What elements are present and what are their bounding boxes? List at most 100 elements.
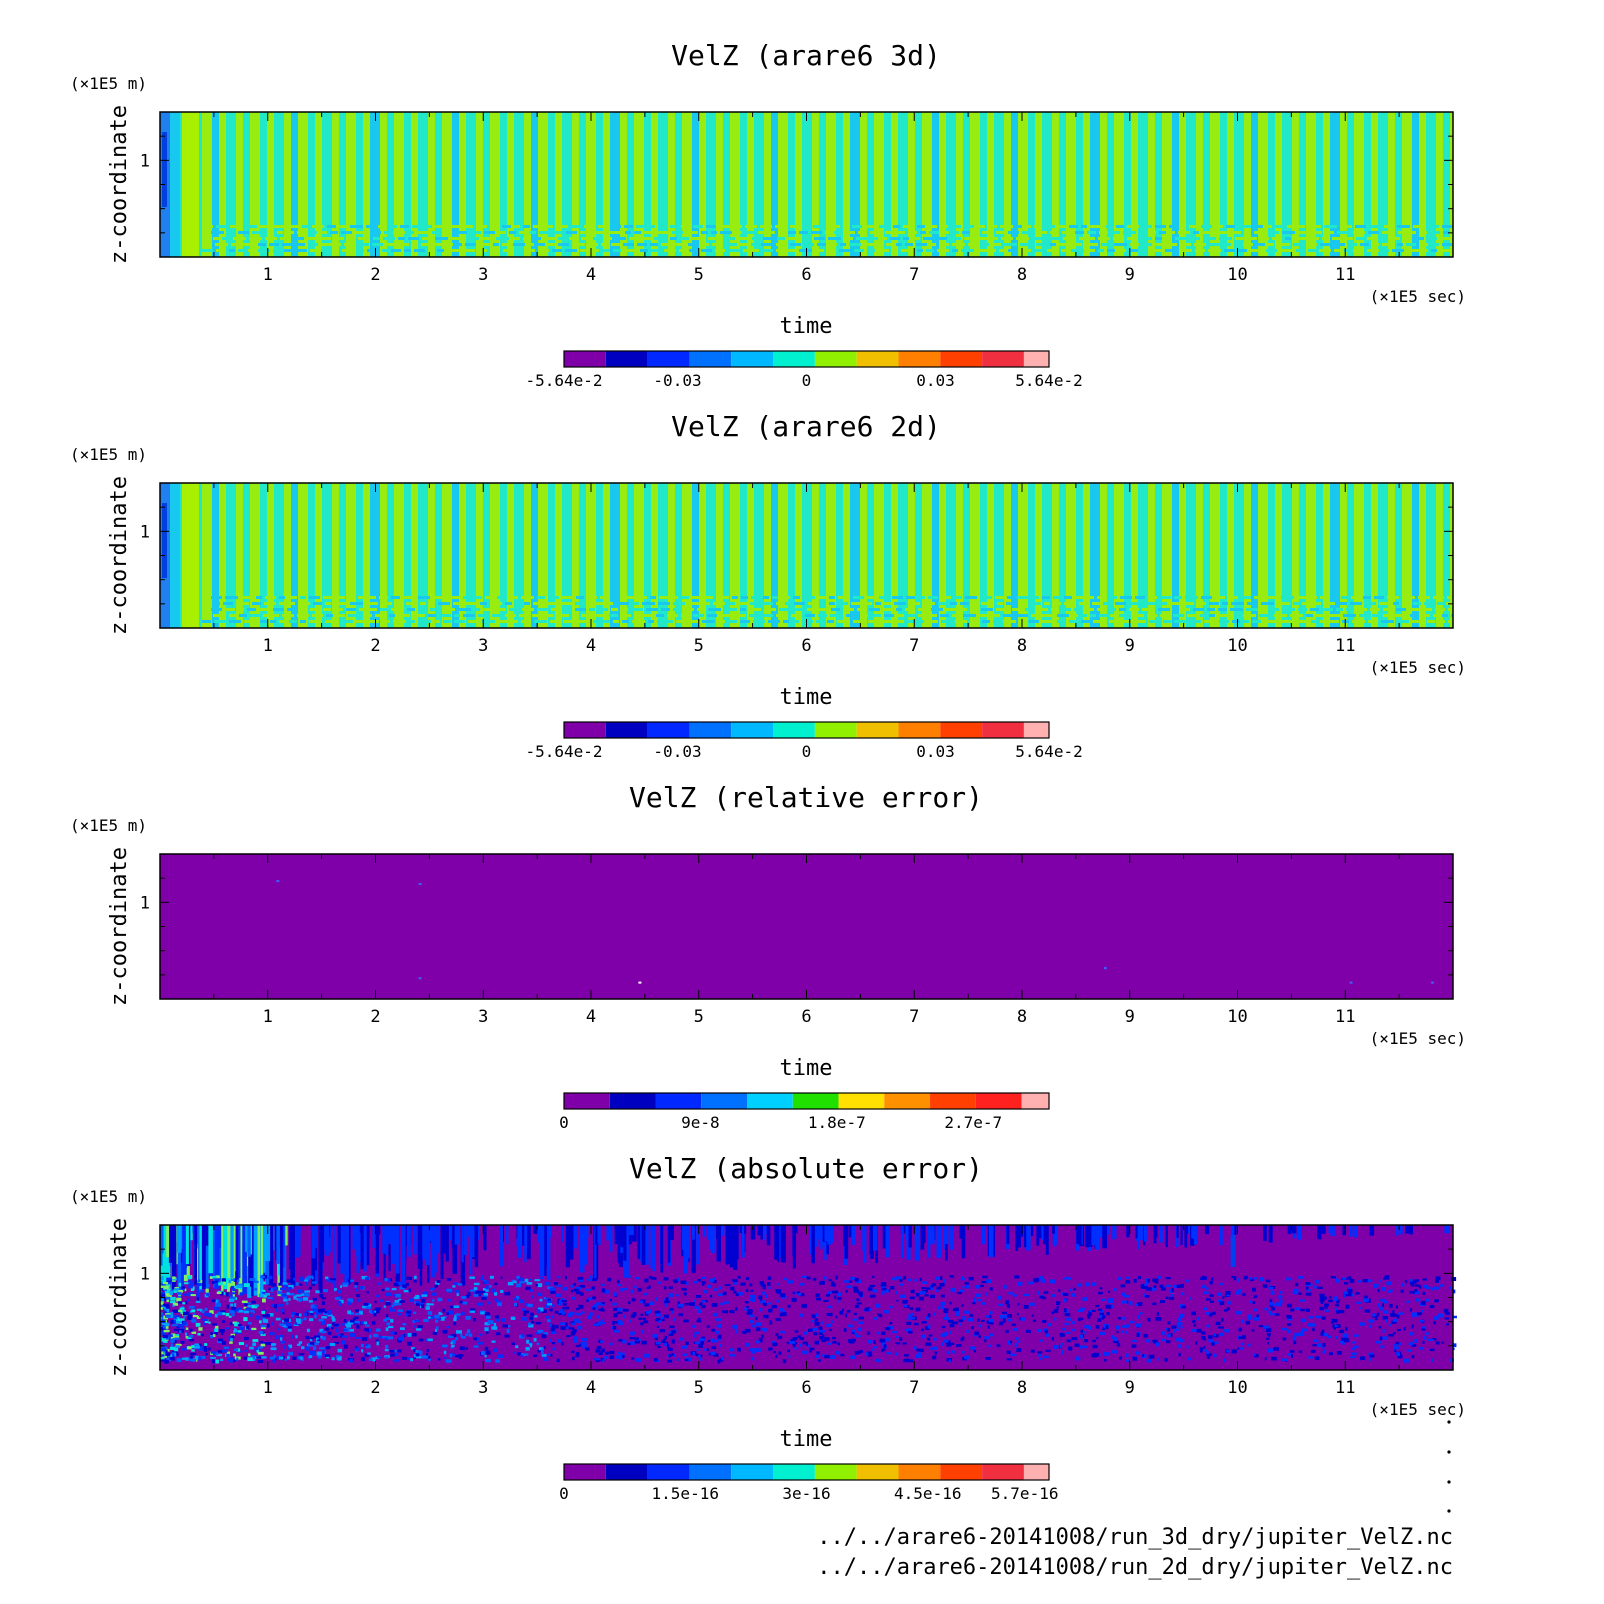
heatmap-cell [1234, 231, 1241, 234]
heatmap-cell [603, 1289, 609, 1294]
heatmap-cell [812, 483, 819, 628]
heatmap-cell [432, 1331, 438, 1335]
heatmap-cell [526, 1282, 533, 1285]
heatmap-cell [391, 608, 404, 611]
heatmap-cell [308, 1300, 313, 1303]
heatmap-cell [543, 1346, 546, 1349]
heatmap-cell [776, 1299, 780, 1303]
heatmap-cell [1204, 1349, 1208, 1352]
heatmap-cell [537, 596, 545, 599]
heatmap-cell [399, 243, 409, 246]
heatmap-cell [1418, 596, 1430, 599]
heatmap-cell [817, 243, 826, 246]
heatmap-cell [596, 1302, 602, 1306]
x-tick-label: 3 [478, 265, 488, 285]
heatmap-cell [1240, 1342, 1245, 1346]
heatmap-cell [473, 1317, 477, 1322]
heatmap-cell [1402, 596, 1415, 599]
heatmap-cell [746, 1311, 753, 1315]
heatmap-cell [667, 620, 673, 623]
heatmap-cell [920, 1225, 925, 1250]
heatmap-cell [1230, 608, 1243, 611]
heatmap-cell [866, 1331, 870, 1335]
heatmap-cell [330, 231, 338, 234]
heatmap-cell [526, 1339, 530, 1344]
heatmap-cell [1397, 1354, 1403, 1359]
heatmap-cell [1319, 1295, 1325, 1300]
heatmap-cell [1165, 1296, 1169, 1299]
heatmap-cell [848, 1340, 855, 1344]
heatmap-cell [1388, 483, 1395, 628]
heatmap-cell [215, 1359, 219, 1364]
heatmap-cell [760, 225, 772, 228]
heatmap-cell [993, 620, 1000, 623]
heatmap-cell [198, 1346, 203, 1350]
heatmap-cell [940, 225, 948, 228]
heatmap-cell [1132, 1356, 1138, 1361]
heatmap-cell [1119, 608, 1126, 611]
heatmap-cell [399, 1286, 405, 1290]
heatmap-cell [237, 1309, 244, 1313]
heatmap-cell [688, 243, 699, 246]
heatmap-cell [377, 1225, 381, 1235]
heatmap-cell [845, 1289, 848, 1293]
heatmap-cell [424, 225, 432, 228]
heatmap-cell [664, 1342, 667, 1347]
heatmap-cell [406, 602, 417, 605]
heatmap-cell [584, 225, 595, 228]
heatmap-cell [469, 1289, 476, 1292]
heatmap-cell [547, 1303, 553, 1306]
heatmap-cell [593, 620, 599, 623]
heatmap-cell [1307, 1323, 1313, 1327]
heatmap-cell [620, 483, 627, 628]
heatmap-cell [428, 614, 436, 617]
heatmap-cell [566, 1335, 571, 1338]
heatmap-cell [1433, 614, 1439, 617]
heatmap-cell [550, 1287, 556, 1291]
heatmap-cell [442, 1225, 446, 1254]
heatmap-cell [1374, 596, 1384, 599]
heatmap-cell [915, 1354, 922, 1358]
heatmap-cell [565, 1322, 568, 1327]
heatmap-cell [1231, 1275, 1237, 1279]
heatmap-cell [1215, 596, 1225, 599]
heatmap-cell [409, 1298, 415, 1302]
heatmap-cell [494, 1298, 498, 1301]
heatmap-cell [745, 231, 755, 234]
heatmap-cell [994, 614, 1000, 617]
heatmap-cell [1062, 608, 1071, 611]
heatmap-cell [651, 112, 658, 257]
heatmap-cell [852, 1318, 858, 1321]
heatmap-cell [359, 608, 365, 611]
heatmap-cell [925, 1342, 932, 1346]
x-tick-label: 7 [909, 636, 919, 656]
heatmap-cell [1131, 483, 1138, 628]
heatmap-cell [1319, 1293, 1325, 1296]
heatmap-cell [1191, 1311, 1197, 1316]
heatmap-cell [1409, 1308, 1413, 1312]
heatmap-cell [569, 1311, 575, 1315]
heatmap-cell [650, 596, 656, 599]
heatmap-cell [918, 614, 928, 617]
heatmap-cell [850, 1355, 856, 1360]
heatmap-cell [377, 1282, 382, 1285]
heatmap-cell [1406, 1300, 1411, 1303]
heatmap-cell [448, 1310, 453, 1315]
heatmap-cell [285, 1323, 292, 1327]
colorbar-label: 0 [802, 742, 812, 761]
heatmap-cell [921, 1328, 924, 1332]
heatmap-cell [613, 620, 619, 623]
heatmap-cell [215, 1299, 218, 1304]
heatmap-cell [1348, 243, 1357, 246]
heatmap-cell [161, 1288, 165, 1291]
heatmap-cell [304, 1290, 311, 1293]
heatmap-cell [700, 1340, 705, 1345]
heatmap-cell [322, 1312, 328, 1316]
heatmap-cell [621, 1355, 625, 1359]
heatmap-cell [484, 1354, 487, 1358]
heatmap-cell [1211, 1342, 1215, 1346]
heatmap-cell [546, 1319, 551, 1323]
heatmap-cell [732, 1324, 738, 1329]
heatmap-cell [910, 1312, 914, 1316]
heatmap-cell [225, 1292, 229, 1297]
